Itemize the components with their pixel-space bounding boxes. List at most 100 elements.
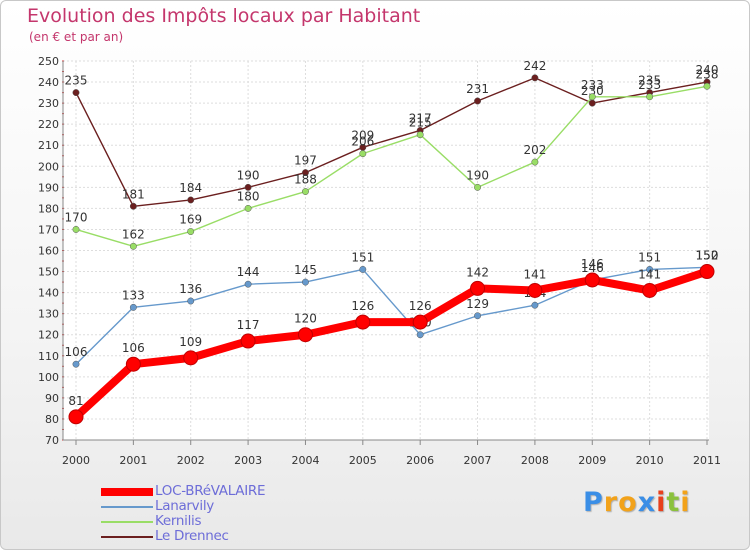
data-label: 120 xyxy=(294,312,317,326)
data-label: 215 xyxy=(409,116,432,130)
y-tick-label: 110 xyxy=(38,350,59,363)
data-point xyxy=(244,280,252,288)
data-point xyxy=(588,99,596,107)
data-label: 206 xyxy=(351,135,374,149)
data-point xyxy=(72,360,80,368)
data-point xyxy=(531,301,539,309)
data-point xyxy=(470,280,486,296)
data-label: 202 xyxy=(523,143,546,157)
y-tick-label: 150 xyxy=(38,266,59,279)
data-label: 170 xyxy=(65,210,88,224)
data-label: 106 xyxy=(65,345,88,359)
data-point xyxy=(588,93,596,101)
legend-item: Lanarvily xyxy=(101,498,401,515)
data-point xyxy=(187,228,195,236)
legend: LOC-BRéVALAIRE Lanarvily Kernilis Le Drenne… xyxy=(101,483,401,545)
data-point xyxy=(412,314,428,330)
legend-label: Kernilis xyxy=(155,513,202,529)
logo-letter: r xyxy=(603,487,619,518)
x-tick-label: 2002 xyxy=(177,454,205,467)
data-point xyxy=(125,356,141,372)
proxiti-logo: Proxiti xyxy=(583,487,691,518)
data-point xyxy=(129,303,137,311)
y-tick-label: 120 xyxy=(38,329,59,342)
legend-item: Kernilis xyxy=(101,513,401,530)
data-point xyxy=(244,183,252,191)
series-line xyxy=(75,85,708,247)
y-tick-label: 80 xyxy=(45,413,59,426)
data-point xyxy=(416,131,424,139)
x-tick-label: 2000 xyxy=(62,454,90,467)
x-tick-label: 2011 xyxy=(693,454,721,467)
data-label: 197 xyxy=(294,154,317,168)
data-label: 184 xyxy=(179,181,202,195)
data-label: 233 xyxy=(581,78,604,92)
y-tick-label: 140 xyxy=(38,287,59,300)
data-point xyxy=(703,82,711,90)
y-tick-label: 210 xyxy=(38,139,59,152)
data-point xyxy=(474,183,481,191)
data-label: 190 xyxy=(237,168,260,182)
data-label: 141 xyxy=(523,268,546,282)
data-label: 240 xyxy=(696,63,719,77)
grid-lines xyxy=(63,60,709,441)
data-point xyxy=(474,312,481,320)
legend-swatch xyxy=(101,536,153,538)
data-point xyxy=(72,225,80,233)
data-point xyxy=(302,169,309,177)
data-point xyxy=(355,314,371,330)
y-tick-label: 190 xyxy=(38,181,59,194)
logo-letter: P xyxy=(583,487,604,518)
data-point xyxy=(302,188,309,195)
legend-item: Le Drennec xyxy=(101,528,401,545)
y-tick-label: 220 xyxy=(38,118,59,131)
data-label: 188 xyxy=(294,173,317,187)
y-tick-label: 170 xyxy=(38,223,59,236)
series-line xyxy=(75,77,708,207)
data-point xyxy=(359,150,367,158)
x-tick-label: 2010 xyxy=(636,454,664,467)
data-point xyxy=(187,297,195,305)
y-tick-label: 240 xyxy=(38,76,59,89)
data-point xyxy=(359,266,367,273)
data-label: 144 xyxy=(237,265,260,279)
data-point xyxy=(474,97,481,105)
data-point xyxy=(646,266,654,273)
y-tick-label: 180 xyxy=(38,202,59,215)
x-tick-label: 2006 xyxy=(406,454,434,467)
series-kernilis: 170 162 169 180 188 206 215 190 202 233 233 238 xyxy=(65,67,719,250)
data-point xyxy=(129,242,137,250)
data-label: 238 xyxy=(696,67,719,81)
y-tick-label: 100 xyxy=(38,371,59,384)
data-label: 146 xyxy=(581,261,604,275)
data-point xyxy=(244,204,252,212)
data-label: 180 xyxy=(237,189,260,203)
legend-swatch xyxy=(101,488,153,496)
data-point xyxy=(183,350,199,366)
data-point xyxy=(416,331,424,339)
series-line xyxy=(73,267,709,420)
legend-swatch xyxy=(101,506,153,508)
data-label: 145 xyxy=(294,263,317,277)
legend-item: LOC-BRéVALAIRE xyxy=(101,483,401,500)
data-label: 233 xyxy=(638,78,661,92)
data-label: 126 xyxy=(409,299,432,313)
chart-title: Evolution des Impôts locaux par Habitant xyxy=(27,5,421,27)
data-label: 106 xyxy=(122,341,145,355)
x-tick-label: 2009 xyxy=(578,454,606,467)
data-label: 190 xyxy=(466,168,489,182)
logo-letter: i xyxy=(680,487,691,518)
x-tick-label: 2005 xyxy=(349,454,377,467)
y-tick-label: 130 xyxy=(38,308,59,321)
data-point xyxy=(699,264,715,280)
data-label: 150 xyxy=(696,249,719,263)
data-label: 169 xyxy=(179,213,202,227)
data-point xyxy=(297,327,313,343)
data-point xyxy=(187,196,195,204)
y-tick-label: 90 xyxy=(45,392,59,405)
x-tick-label: 2007 xyxy=(464,454,492,467)
data-label: 81 xyxy=(68,394,83,408)
data-point xyxy=(240,333,256,349)
